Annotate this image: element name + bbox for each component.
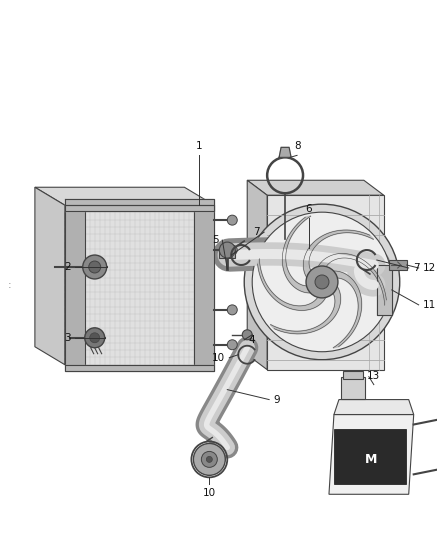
Text: 9: 9: [273, 394, 280, 405]
Text: 4: 4: [248, 335, 255, 345]
Polygon shape: [329, 415, 414, 494]
Bar: [341, 377, 365, 399]
Text: 1: 1: [196, 141, 203, 151]
Circle shape: [219, 242, 235, 258]
Circle shape: [201, 451, 217, 467]
Text: 6: 6: [306, 204, 312, 214]
Polygon shape: [377, 265, 392, 315]
Bar: [389, 260, 407, 270]
Polygon shape: [279, 148, 291, 157]
Text: 3: 3: [64, 333, 71, 343]
Text: 10: 10: [212, 353, 225, 363]
Circle shape: [194, 443, 225, 475]
Polygon shape: [282, 216, 311, 293]
Circle shape: [252, 212, 392, 352]
Circle shape: [206, 456, 212, 463]
Circle shape: [306, 266, 338, 298]
Polygon shape: [258, 259, 326, 310]
Circle shape: [227, 245, 237, 255]
Text: 2: 2: [64, 262, 71, 272]
Text: 11: 11: [423, 300, 436, 310]
Text: 13: 13: [367, 370, 381, 381]
Polygon shape: [65, 205, 85, 365]
Polygon shape: [267, 195, 384, 370]
Circle shape: [227, 340, 237, 350]
Polygon shape: [65, 205, 214, 365]
Text: 5: 5: [212, 235, 218, 245]
Text: 10: 10: [203, 488, 216, 498]
Polygon shape: [247, 180, 384, 195]
Polygon shape: [194, 205, 214, 365]
Bar: [219, 250, 235, 258]
Circle shape: [244, 204, 400, 360]
Text: 7: 7: [254, 227, 260, 237]
Text: :: :: [8, 280, 11, 290]
Bar: [343, 370, 363, 378]
Polygon shape: [65, 365, 214, 370]
Polygon shape: [334, 400, 414, 415]
Circle shape: [90, 333, 100, 343]
Polygon shape: [318, 254, 386, 305]
Polygon shape: [65, 205, 214, 211]
Text: 12: 12: [423, 263, 436, 273]
Polygon shape: [35, 187, 65, 365]
Polygon shape: [271, 286, 341, 334]
Polygon shape: [333, 271, 362, 348]
Polygon shape: [35, 187, 214, 205]
Circle shape: [227, 215, 237, 225]
Polygon shape: [304, 230, 374, 278]
Polygon shape: [247, 180, 267, 370]
Circle shape: [83, 255, 107, 279]
Circle shape: [89, 261, 101, 273]
Polygon shape: [65, 199, 214, 205]
Circle shape: [85, 328, 105, 348]
Text: 8: 8: [294, 141, 300, 151]
Text: 7: 7: [413, 263, 419, 273]
Text: M: M: [365, 453, 377, 466]
Circle shape: [315, 275, 329, 289]
Circle shape: [242, 330, 252, 340]
Bar: [334, 430, 406, 484]
Circle shape: [227, 305, 237, 315]
